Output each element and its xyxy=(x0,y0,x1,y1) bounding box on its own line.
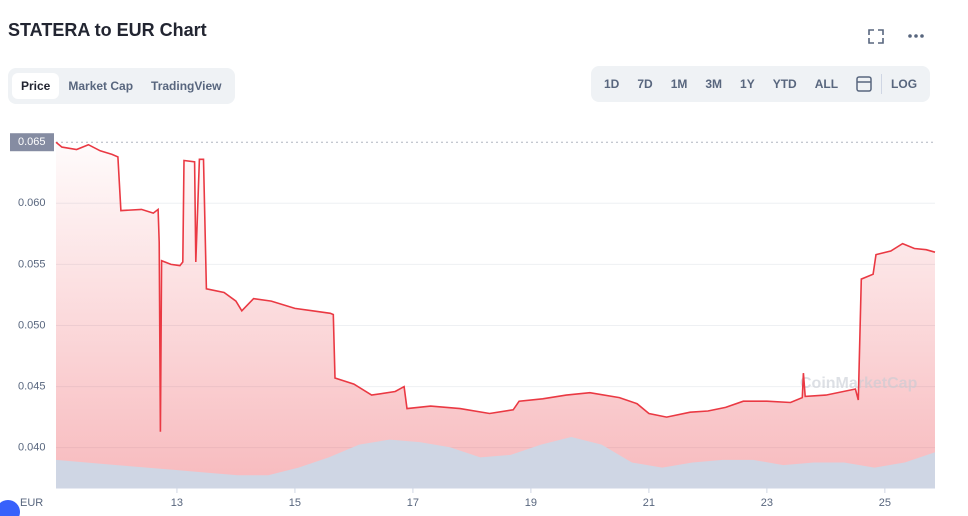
y-tick-label: 0.050 xyxy=(18,319,46,331)
more-icon[interactable] xyxy=(908,34,924,38)
range-button[interactable]: YTD xyxy=(772,77,797,91)
range-button[interactable]: 1Y xyxy=(740,77,755,91)
currency-label: EUR xyxy=(20,497,43,509)
log-button[interactable]: LOG xyxy=(891,77,918,91)
x-tick-label: 19 xyxy=(525,497,537,509)
price-area xyxy=(56,142,935,488)
y-tick-label: 0.040 xyxy=(18,442,46,454)
y-tick-label: 0.045 xyxy=(18,380,46,392)
tab[interactable]: TradingView xyxy=(151,79,222,93)
y-tick-label: 0.060 xyxy=(18,197,46,209)
x-tick-label: 15 xyxy=(289,497,301,509)
price-line xyxy=(55,141,936,432)
range-button[interactable]: 1D xyxy=(604,77,620,91)
range-button[interactable]: 7D xyxy=(637,77,653,91)
corner-badge xyxy=(0,500,20,516)
calendar-icon[interactable] xyxy=(847,74,881,94)
chart-title: STATERA to EUR Chart xyxy=(8,20,207,40)
x-tick-label: 21 xyxy=(643,497,655,509)
tab-group: Price Market Cap TradingView xyxy=(8,68,235,104)
x-tick-label: 23 xyxy=(761,497,773,509)
price-label-box xyxy=(10,133,54,152)
y-tick-label: 0.065 xyxy=(18,136,46,148)
tab[interactable]: Price xyxy=(12,73,60,99)
x-tick-label: 25 xyxy=(879,497,891,509)
volume-area xyxy=(56,437,935,488)
x-tick-label: 13 xyxy=(171,497,183,509)
separator xyxy=(881,74,883,94)
fullscreen-icon[interactable] xyxy=(868,29,884,44)
range-group: 1D 7D 1M 3M 1Y YTD ALL LOG xyxy=(591,66,931,102)
range-button[interactable]: 1M xyxy=(670,77,688,91)
range-button[interactable]: ALL xyxy=(814,77,839,91)
x-tick-label: 17 xyxy=(407,497,419,509)
range-button[interactable]: 3M xyxy=(705,77,723,91)
tab[interactable]: Market Cap xyxy=(68,79,134,93)
y-tick-label: 0.055 xyxy=(18,258,46,270)
